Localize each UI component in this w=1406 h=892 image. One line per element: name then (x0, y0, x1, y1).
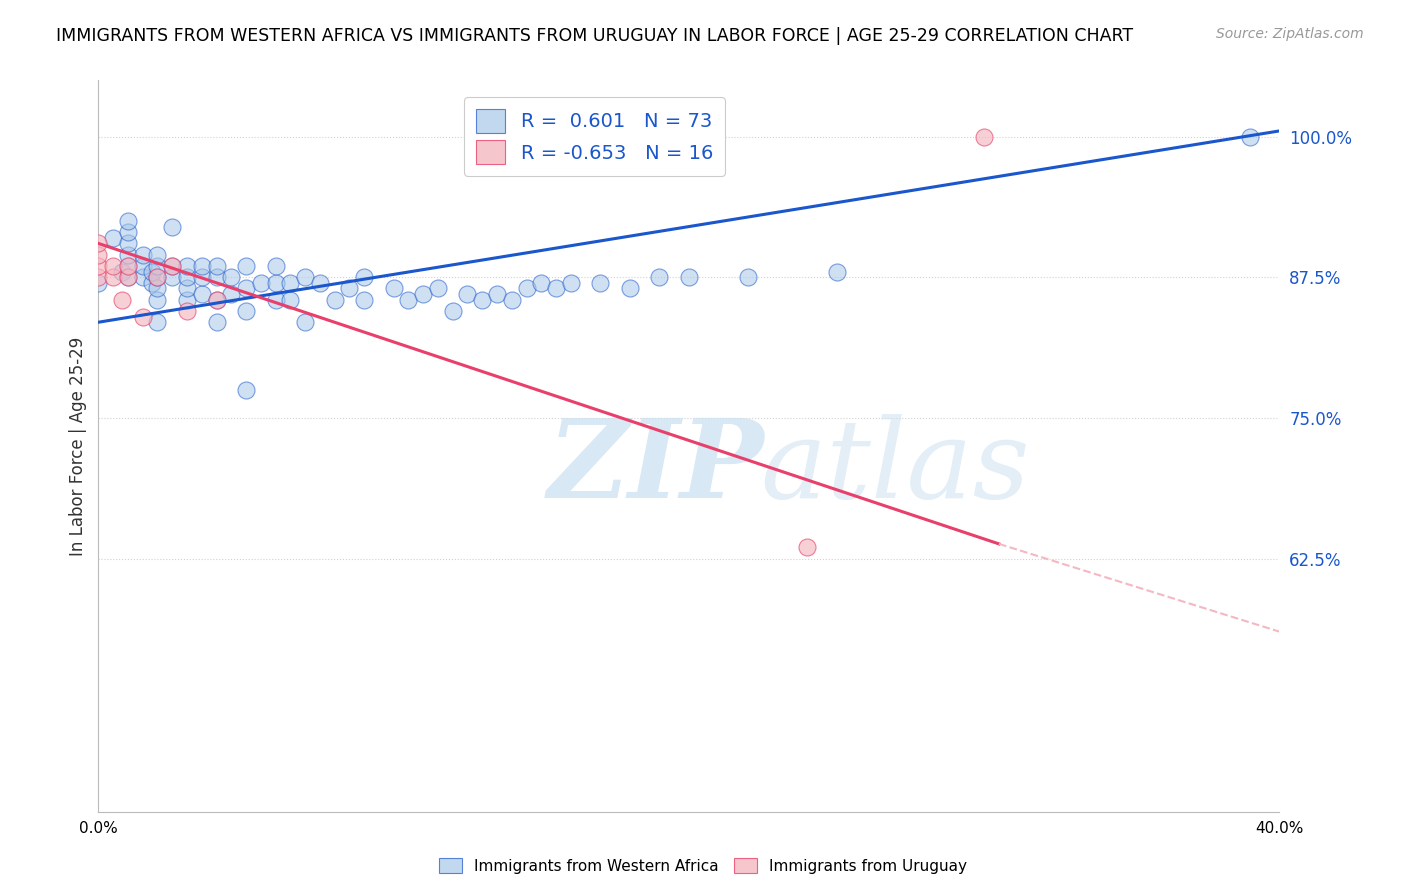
Point (264, 259, 287, 273)
Point (589, 276, 612, 290)
Point (87, 270, 110, 285)
Point (280, 293, 302, 307)
Point (294, 270, 316, 285)
Point (280, 276, 302, 290)
Point (141, 276, 163, 290)
Point (1239, 129, 1261, 144)
Point (235, 281, 257, 295)
Y-axis label: In Labor Force | Age 25-29: In Labor Force | Age 25-29 (69, 336, 87, 556)
Point (250, 276, 273, 290)
Point (117, 270, 139, 285)
Point (87, 236, 110, 251)
Point (264, 276, 287, 290)
Point (398, 293, 420, 307)
Point (530, 276, 553, 290)
Point (117, 214, 139, 228)
Point (825, 264, 848, 278)
Point (191, 259, 214, 273)
Point (205, 270, 228, 285)
Point (162, 259, 183, 273)
Point (427, 281, 450, 295)
Point (146, 281, 169, 295)
Point (264, 293, 287, 307)
Point (176, 270, 198, 285)
Point (117, 259, 139, 273)
Point (205, 259, 228, 273)
Point (353, 293, 375, 307)
Point (111, 264, 134, 278)
Point (176, 293, 198, 307)
Point (132, 248, 155, 262)
Point (162, 219, 183, 234)
Point (205, 293, 228, 307)
Point (103, 231, 125, 245)
Point (162, 259, 183, 273)
Point (87, 259, 110, 273)
Point (176, 281, 198, 295)
Point (132, 259, 155, 273)
Point (176, 304, 198, 318)
Point (678, 270, 700, 285)
Point (117, 248, 139, 262)
Point (162, 270, 183, 285)
Point (619, 281, 641, 295)
Point (117, 236, 139, 251)
Point (323, 293, 346, 307)
Point (560, 276, 582, 290)
Point (111, 293, 134, 307)
Point (441, 304, 464, 318)
Text: IMMIGRANTS FROM WESTERN AFRICA VS IMMIGRANTS FROM URUGUAY IN LABOR FORCE | AGE 2: IMMIGRANTS FROM WESTERN AFRICA VS IMMIGR… (56, 27, 1133, 45)
Legend: Immigrants from Western Africa, Immigrants from Uruguay: Immigrants from Western Africa, Immigran… (433, 852, 973, 880)
Point (205, 293, 228, 307)
Point (501, 293, 523, 307)
Point (176, 259, 198, 273)
Point (103, 270, 125, 285)
Point (796, 541, 818, 555)
Point (205, 315, 228, 329)
Point (141, 264, 163, 278)
Point (146, 315, 169, 329)
Point (309, 276, 332, 290)
Point (117, 259, 139, 273)
Point (339, 281, 361, 295)
Point (353, 270, 375, 285)
Point (146, 248, 169, 262)
Legend: R =  0.601   N = 73, R = -0.653   N = 16: R = 0.601 N = 73, R = -0.653 N = 16 (464, 97, 724, 176)
Point (486, 287, 509, 301)
Point (294, 315, 316, 329)
Point (457, 287, 479, 301)
Point (132, 270, 155, 285)
Point (87, 276, 110, 290)
Text: Source: ZipAtlas.com: Source: ZipAtlas.com (1216, 27, 1364, 41)
Point (146, 270, 169, 285)
Point (235, 304, 257, 318)
Point (546, 281, 568, 295)
Point (117, 225, 139, 239)
Point (146, 293, 169, 307)
Point (117, 270, 139, 285)
Point (191, 287, 214, 301)
Point (235, 383, 257, 397)
Point (412, 287, 434, 301)
Point (471, 293, 494, 307)
Point (516, 281, 538, 295)
Text: ZIP: ZIP (547, 414, 763, 522)
Point (146, 259, 169, 273)
Point (221, 287, 243, 301)
Point (132, 310, 155, 324)
Point (382, 281, 405, 295)
Point (973, 129, 995, 144)
Point (87, 248, 110, 262)
Text: atlas: atlas (759, 414, 1029, 522)
Point (737, 270, 759, 285)
Point (221, 270, 243, 285)
Point (103, 259, 125, 273)
Point (191, 270, 214, 285)
Point (648, 270, 671, 285)
Point (235, 259, 257, 273)
Point (146, 270, 169, 285)
